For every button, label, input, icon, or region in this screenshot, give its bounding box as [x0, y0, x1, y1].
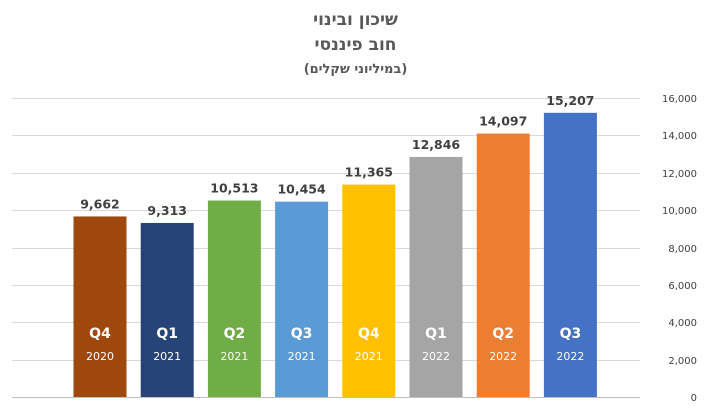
y-tick-label: 2,000	[668, 356, 697, 367]
quarter-label: Q1	[425, 326, 447, 342]
chart-title-block: שיכון ובינוי חוב פיננסי (במיליוני שקלים)	[0, 8, 711, 80]
year-label: 2022	[422, 350, 450, 363]
chart-title: שיכון ובינוי	[313, 10, 398, 30]
bar	[207, 200, 261, 397]
bar	[342, 184, 396, 397]
year-label: 2021	[153, 350, 181, 363]
y-tick-label: 0	[691, 393, 697, 404]
year-label: 2021	[220, 350, 248, 363]
y-tick-label: 10,000	[662, 206, 697, 217]
data-label: 9,313	[147, 203, 187, 218]
year-label: 2021	[355, 350, 383, 363]
quarter-label: Q4	[89, 326, 111, 342]
data-label: 10,454	[277, 182, 326, 197]
data-label: 15,207	[546, 93, 594, 108]
year-label: 2021	[288, 350, 316, 363]
quarter-label: Q3	[291, 326, 313, 342]
quarter-label: Q2	[492, 326, 514, 342]
year-label: 2022	[489, 350, 517, 363]
quarter-label: Q3	[560, 326, 582, 342]
quarter-label: Q4	[358, 326, 380, 342]
bar	[409, 156, 463, 397]
y-tick-label: 8,000	[668, 244, 697, 255]
chart-subtitle: חוב פיננסי	[314, 35, 397, 55]
year-label: 2020	[86, 350, 114, 363]
y-tick-label: 14,000	[662, 131, 697, 142]
bar	[543, 112, 597, 398]
y-tick-label: 12,000	[662, 169, 697, 180]
chart-unit-label: (במיליוני שקלים)	[303, 62, 408, 77]
gridlines	[12, 98, 640, 398]
bar	[73, 216, 127, 397]
y-axis-ticks: 0 2,000 4,000 6,000 8,000 10,000 12,000 14,000 1…	[662, 94, 697, 404]
data-label: 9,662	[80, 196, 120, 211]
year-label: 2022	[556, 350, 584, 363]
data-label: 11,365	[345, 165, 393, 180]
data-label: 12,846	[412, 137, 461, 152]
quarter-label: Q1	[156, 326, 178, 342]
y-tick-label: 6,000	[668, 281, 697, 292]
quarter-label: Q2	[224, 326, 246, 342]
bar	[140, 222, 194, 397]
data-label: 10,513	[210, 181, 258, 196]
data-labels: 9,662 Q4 2020 9,313 Q1 2021 10,513 Q2 2021 10,454…	[80, 93, 594, 363]
bar	[476, 133, 530, 397]
data-label: 14,097	[479, 114, 527, 129]
y-tick-label: 4,000	[668, 318, 697, 329]
y-tick-label: 16,000	[662, 94, 697, 105]
bar	[275, 201, 329, 397]
bars	[73, 112, 597, 398]
